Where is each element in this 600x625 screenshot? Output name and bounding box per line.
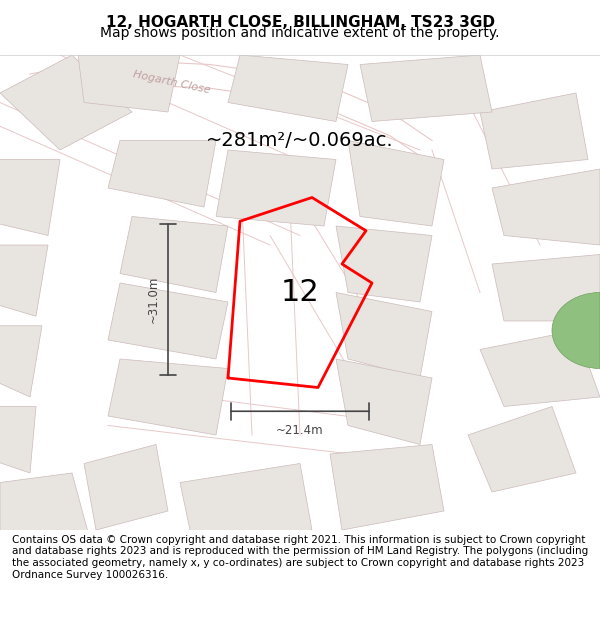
Polygon shape	[228, 55, 348, 121]
Polygon shape	[0, 473, 90, 539]
Polygon shape	[480, 331, 600, 406]
Polygon shape	[0, 406, 36, 473]
Polygon shape	[108, 141, 216, 207]
Polygon shape	[108, 283, 228, 359]
Polygon shape	[180, 464, 312, 539]
Polygon shape	[360, 55, 492, 121]
Polygon shape	[492, 169, 600, 245]
Text: ~31.0m: ~31.0m	[146, 276, 160, 323]
Polygon shape	[216, 150, 336, 226]
Polygon shape	[0, 326, 42, 397]
Polygon shape	[468, 406, 576, 492]
Wedge shape	[552, 292, 600, 369]
Polygon shape	[120, 216, 228, 292]
Text: ~281m²/~0.069ac.: ~281m²/~0.069ac.	[206, 131, 394, 150]
Text: 12: 12	[281, 278, 319, 307]
Polygon shape	[480, 93, 588, 169]
Polygon shape	[336, 226, 432, 302]
Polygon shape	[492, 254, 600, 321]
Polygon shape	[336, 292, 432, 378]
Polygon shape	[108, 359, 228, 435]
Polygon shape	[0, 55, 132, 150]
Polygon shape	[0, 159, 60, 236]
Polygon shape	[78, 55, 180, 112]
Text: 12, HOGARTH CLOSE, BILLINGHAM, TS23 3GD: 12, HOGARTH CLOSE, BILLINGHAM, TS23 3GD	[106, 16, 494, 31]
Polygon shape	[84, 444, 168, 530]
Text: ~21.4m: ~21.4m	[276, 424, 324, 437]
Text: Hogarth Close: Hogarth Close	[132, 69, 211, 95]
Polygon shape	[336, 359, 432, 444]
Text: Map shows position and indicative extent of the property.: Map shows position and indicative extent…	[100, 26, 500, 39]
Polygon shape	[348, 141, 444, 226]
Text: Contains OS data © Crown copyright and database right 2021. This information is : Contains OS data © Crown copyright and d…	[12, 535, 588, 579]
Polygon shape	[330, 444, 444, 530]
Polygon shape	[0, 245, 48, 316]
